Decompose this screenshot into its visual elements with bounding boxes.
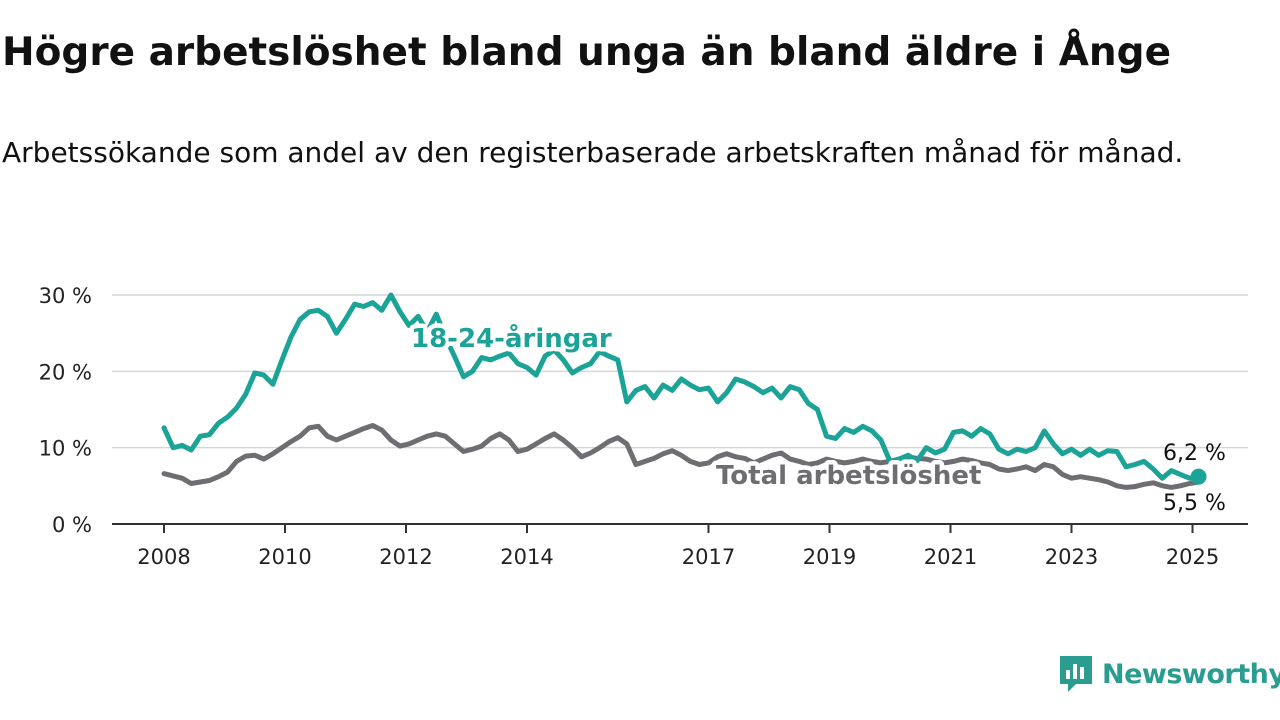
newsworthy-logo-text: Newsworthy	[1102, 658, 1280, 690]
newsworthy-logo-icon	[1060, 656, 1092, 692]
series-labels: 18-24-åringar Total arbetslöshet 6,2 % 5,5 …	[407, 318, 1226, 517]
newsworthy-logo: Newsworthy	[1058, 654, 1280, 694]
y-tick-label: 10 %	[39, 437, 92, 461]
y-tick-label: 0 %	[52, 513, 92, 537]
x-tick-label: 2023	[1045, 545, 1098, 569]
y-tick-label: 30 %	[39, 284, 92, 308]
y-tick-label: 20 %	[39, 360, 92, 384]
series-line-youth	[161, 292, 1201, 481]
page-subtitle: Arbetssökande som andel av den registerb…	[2, 136, 1184, 169]
series-label-total: Total arbetslöshet	[716, 461, 981, 491]
x-tick-label: 2012	[379, 545, 432, 569]
x-tick-label: 2025	[1166, 545, 1219, 569]
end-value-youth: 6,2 %	[1163, 441, 1226, 466]
page-title: Högre arbetslöshet bland unga än bland ä…	[2, 30, 1172, 75]
x-tick-label: 2014	[500, 545, 553, 569]
series-label-youth: 18-24-åringar	[411, 322, 612, 354]
series-line-total	[161, 423, 1201, 490]
x-tick-label: 2021	[924, 545, 977, 569]
chart-grid	[112, 294, 1248, 449]
end-value-total: 5,5 %	[1163, 491, 1226, 516]
x-tick-label: 2017	[682, 545, 735, 569]
x-tick-label: 2019	[803, 545, 856, 569]
series-end-dot	[1190, 468, 1207, 485]
x-tick-label: 2010	[258, 545, 311, 569]
series-lines	[161, 292, 1207, 490]
x-axis: 2008 2010 2012 2014 2017 2019 2021 2023 2025	[112, 523, 1248, 569]
x-tick-label: 2008	[137, 545, 190, 569]
y-axis-ticks: 0 % 10 % 20 % 30 %	[39, 284, 92, 537]
